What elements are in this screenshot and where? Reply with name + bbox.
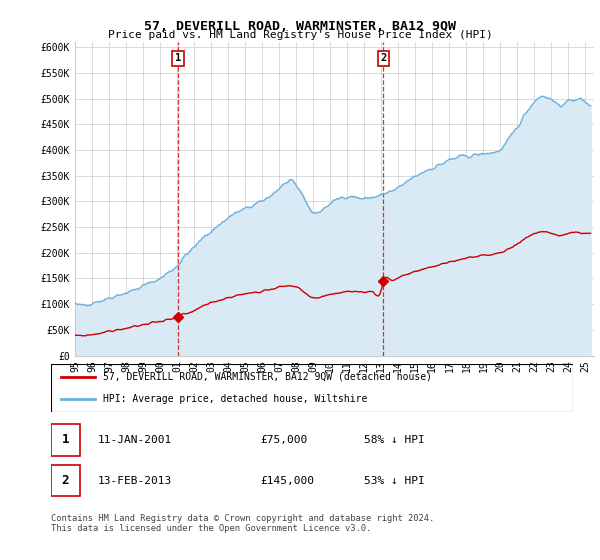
Text: 1: 1 <box>175 53 181 63</box>
Text: 58% ↓ HPI: 58% ↓ HPI <box>364 435 425 445</box>
Text: 11-JAN-2001: 11-JAN-2001 <box>98 435 172 445</box>
Text: Price paid vs. HM Land Registry's House Price Index (HPI): Price paid vs. HM Land Registry's House … <box>107 30 493 40</box>
Text: £75,000: £75,000 <box>260 435 307 445</box>
Text: 57, DEVERILL ROAD, WARMINSTER, BA12 9QW: 57, DEVERILL ROAD, WARMINSTER, BA12 9QW <box>144 20 456 32</box>
Text: 13-FEB-2013: 13-FEB-2013 <box>98 476 172 486</box>
Text: £145,000: £145,000 <box>260 476 314 486</box>
Text: 1: 1 <box>62 433 69 446</box>
Text: 53% ↓ HPI: 53% ↓ HPI <box>364 476 425 486</box>
Text: 57, DEVERILL ROAD, WARMINSTER, BA12 9QW (detached house): 57, DEVERILL ROAD, WARMINSTER, BA12 9QW … <box>103 372 432 382</box>
Bar <box>51 465 80 496</box>
Bar <box>51 424 80 456</box>
Text: HPI: Average price, detached house, Wiltshire: HPI: Average price, detached house, Wilt… <box>103 394 368 404</box>
Text: Contains HM Land Registry data © Crown copyright and database right 2024.
This d: Contains HM Land Registry data © Crown c… <box>51 514 434 534</box>
Text: 2: 2 <box>62 474 69 487</box>
Text: 2: 2 <box>380 53 386 63</box>
